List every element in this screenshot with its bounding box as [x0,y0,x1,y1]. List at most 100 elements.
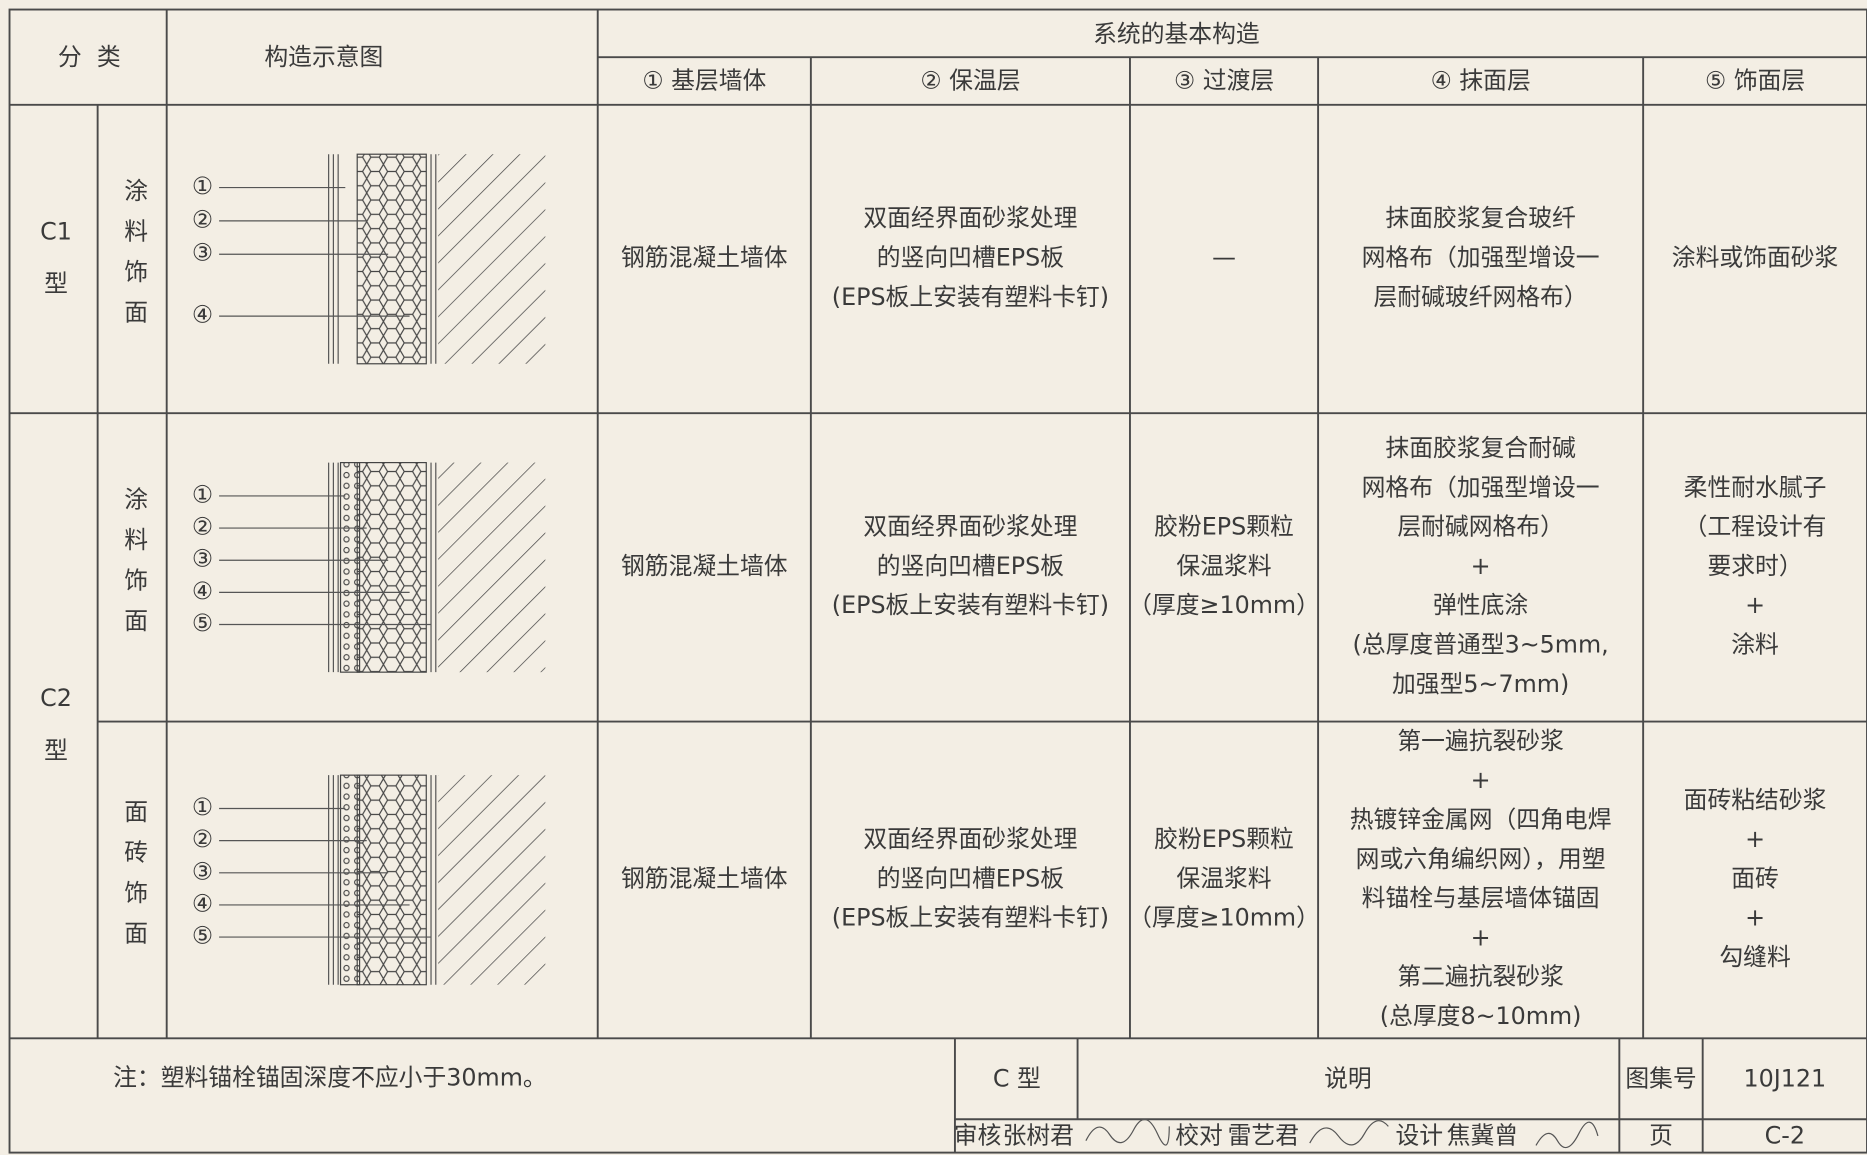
layer-label: ④ [192,889,213,917]
eps-board [356,462,427,673]
layer-label: ③ [192,857,213,885]
tb-atlas-label: 图集号 [1625,1064,1696,1092]
header-category: 分 类 [58,43,121,71]
layer-label: ② [192,205,213,233]
cell-text: 网或六角编织网），用塑 [1356,845,1606,873]
tb-page: C-2 [1765,1122,1805,1150]
signature [1085,1118,1170,1146]
cell-text: 双面经界面砂浆处理 [863,825,1077,853]
column-header: ② 保温层 [920,67,1020,95]
column-header: ③ 过渡层 [1174,67,1274,95]
cell-text: (总厚度普通型3~5mm, [1353,630,1609,658]
layer-label: ③ [192,239,213,267]
cell-text: （厚度≥10mm） [1128,591,1320,619]
finish-label: 面砖饰面 [120,799,148,961]
column-header: ① 基层墙体 [642,67,766,95]
cell-text: + [1745,591,1765,619]
cell-text: 抹面胶浆复合玻纤 [1385,204,1575,232]
tb-checker: 雷艺君 [1228,1122,1299,1150]
cell-text: + [1471,923,1491,951]
cell-text: 保温浆料 [1176,864,1271,892]
layer-label: ⑤ [192,922,213,950]
eps-board [356,774,427,986]
cell-text: + [1745,825,1765,853]
column-header: ⑤ 饰面层 [1705,67,1805,95]
cell-text: （厚度≥10mm） [1128,904,1320,932]
layer-label: ④ [192,577,213,605]
cell-text: 网格布（加强型增设一 [1362,473,1600,501]
cell-text: — [1212,243,1236,271]
type-label: C2 [40,684,72,712]
type-label: 型 [44,270,68,298]
cell-text: 胶粉EPS颗粒 [1154,825,1294,853]
cell-text: 弹性底涂 [1433,591,1528,619]
cell-text: 抹面胶浆复合耐碱 [1385,434,1576,462]
tb-reviewer: 张树君 [1003,1122,1074,1150]
signatures [1085,1118,1599,1149]
tb-design: 设计 [1396,1122,1444,1150]
tb-title: 说明 [1324,1064,1372,1092]
cell-text: + [1745,904,1765,932]
tb-type: C 型 [993,1064,1041,1092]
cell-text: (EPS板上安装有塑料卡钉) [832,591,1109,619]
layer-label: ② [192,513,213,541]
wall-hatch [438,462,546,673]
layer-label: ① [192,172,213,200]
wall-hatch [438,775,546,985]
layer-label: ③ [192,545,213,573]
eps-board [356,153,427,365]
cell-text: 双面经界面砂浆处理 [863,204,1077,232]
header-diagram: 构造示意图 [264,43,383,71]
column-header: ④ 抹面层 [1430,67,1530,95]
cell-text: 的竖向凹槽EPS板 [877,864,1064,892]
cell-text: (EPS板上安装有塑料卡钉) [832,904,1109,932]
cell-text: 胶粉EPS颗粒 [1154,513,1294,541]
cell-text: 勾缝料 [1719,943,1790,971]
cell-text: 层耐碱网格布） [1397,513,1564,541]
cell-text: 面砖 [1731,864,1779,892]
cell-text: 网格布（加强型增设一 [1362,243,1600,271]
cell-text: 第一遍抗裂砂浆 [1397,727,1564,755]
tb-designer: 焦冀曾 [1447,1122,1518,1150]
signature [1535,1121,1599,1149]
cell-text: 第二遍抗裂砂浆 [1397,963,1564,991]
cell-text: + [1471,552,1491,580]
transition-layer [339,462,361,673]
table-lines [8,8,1867,1154]
layer-label: ① [192,793,213,821]
border [8,8,1867,1154]
cell-text: （工程设计有 [1684,513,1827,541]
type-label: C1 [40,217,72,245]
cell-text: 层耐碱玻纤网格布） [1374,283,1588,311]
tb-review: 审核 [954,1122,1002,1150]
tb-atlas: 10J121 [1743,1064,1826,1092]
cell-text: 柔性耐水腻子 [1684,473,1827,501]
cell-text: 保温浆料 [1176,552,1271,580]
cell-text: + [1471,766,1491,794]
cell-text: 的竖向凹槽EPS板 [877,243,1064,271]
cell-text: 双面经界面砂浆处理 [863,513,1077,541]
layer-label: ⑤ [192,609,213,637]
transition-layer [339,774,361,986]
finish-label: 涂料饰面 [120,178,148,340]
cell-text: 涂料 [1731,630,1779,658]
cell-text: (总厚度8~10mm) [1380,1002,1582,1030]
signature [1309,1120,1389,1146]
wall-hatch [438,154,546,364]
layer-label: ① [192,480,213,508]
cell-text: 料锚栓与基层墙体锚固 [1362,884,1600,912]
cell-text: 钢筋混凝土墙体 [621,864,788,892]
cell-text: 要求时） [1707,552,1802,580]
finish-label: 涂料饰面 [120,486,148,648]
type-label: 型 [44,736,68,764]
cell-text: 钢筋混凝土墙体 [621,243,788,271]
note: 注：塑料锚栓锚固深度不应小于30mm。 [113,1063,547,1091]
tb-page-label: 页 [1649,1122,1673,1150]
layer-label: ② [192,825,213,853]
layer-label: ④ [192,301,213,329]
cell-text: 热镀锌金属网（四角电焊 [1350,805,1612,833]
header-system: 系统的基本构造 [1093,20,1260,48]
cell-text: 涂料或饰面砂浆 [1672,243,1839,271]
